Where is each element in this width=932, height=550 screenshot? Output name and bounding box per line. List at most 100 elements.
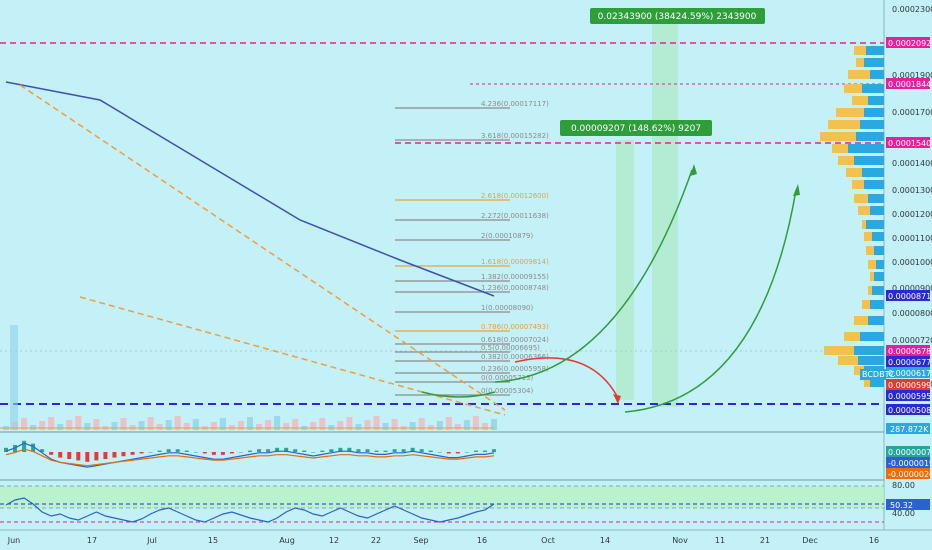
time-tick-label: 21 <box>760 536 770 545</box>
macd-histogram-bar <box>455 452 460 454</box>
volume-bar <box>174 416 181 430</box>
macd-histogram-bar <box>103 452 108 459</box>
price-tick-label: 0.00023000 <box>892 5 932 14</box>
price-badge <box>886 345 930 356</box>
volume-profile-bar-yellow <box>828 120 860 129</box>
macd-histogram-bar <box>112 452 117 458</box>
volume-bar <box>319 418 326 430</box>
price-tick-label: 0.00010000 <box>892 258 932 267</box>
time-axis: Jun 17 Jul 15 Aug 12 22 Sep 16 Oct 14 Nov 11 21 Dec 16 <box>7 536 879 545</box>
volume-badge-text: 287.872K <box>890 425 929 434</box>
volume-bar <box>310 422 317 430</box>
time-tick-label: Jun <box>7 536 21 545</box>
macd-histogram-bar <box>157 450 162 452</box>
price-badges: 0.00020922 0.00018446 0.00015402 0.00008718… <box>886 37 932 415</box>
time-tick-label: 12 <box>329 536 339 545</box>
macd-histogram-bar <box>49 452 54 455</box>
projection-zone-small <box>616 140 634 400</box>
ma-long-line <box>5 81 495 297</box>
annotation-small-gain-box <box>560 120 712 136</box>
fib-level-label: 0.236(0.00005958) <box>481 365 549 373</box>
volume-bars <box>0 325 497 430</box>
volume-bar <box>66 420 73 430</box>
macd-histogram-bar <box>284 447 289 452</box>
macd-histogram-bar <box>365 449 370 452</box>
fib-level-label: 0.382(0.00006366) <box>481 353 549 361</box>
price-tick-label: 0.00012000 <box>892 210 932 219</box>
fib-level-label: 0.618(0.00007024) <box>481 336 549 344</box>
price-tick-label: 0.00011000 <box>892 234 932 243</box>
volume-profile-bar-blue <box>870 378 884 387</box>
rsi-tick-80: 80.00 <box>892 481 915 490</box>
volume-profile-bar-blue <box>862 168 884 177</box>
macd-histogram-bar <box>374 450 379 452</box>
macd-histogram-bar <box>338 447 343 452</box>
volume-profile-bar-blue <box>862 84 884 93</box>
time-tick-label: 15 <box>208 536 218 545</box>
macd-histogram-bar <box>320 450 325 452</box>
volume-profile-bar-yellow <box>854 194 868 203</box>
time-tick-label: 17 <box>87 536 97 545</box>
rsi-band <box>0 486 884 508</box>
macd-histogram-bar <box>166 449 171 452</box>
volume-bar <box>454 424 461 430</box>
price-badge-text: 0.00005088 <box>888 406 932 415</box>
macd-badge-text: -0.00000264 <box>888 470 932 479</box>
volume-profile-bar-yellow <box>868 260 876 269</box>
macd-histogram-bar <box>4 447 8 452</box>
volume-profile-bar-blue <box>848 144 884 153</box>
volume-bar <box>48 417 55 430</box>
volume-bar <box>111 422 118 430</box>
rsi-badge-text: 50.32 <box>890 501 913 510</box>
wedge-upper-line <box>19 84 506 411</box>
macd-histogram-bar <box>40 449 45 452</box>
symbol-badge-text: BCDBTC <box>862 370 895 379</box>
volume-profile-bar-blue <box>858 356 884 365</box>
volume-bar <box>210 422 217 430</box>
macd-histogram-bar <box>220 452 225 455</box>
macd-histogram-bar <box>302 450 307 452</box>
volume-profile-bar-blue <box>868 316 884 325</box>
volume-bar <box>265 420 272 430</box>
macd-histogram-bar <box>76 452 81 461</box>
volume-bar <box>120 418 127 430</box>
time-tick-label: Oct <box>541 536 555 545</box>
volume-profile-bar-blue <box>874 272 884 281</box>
macd-histogram-bar <box>392 449 397 452</box>
price-badge-text: 0.00015402 <box>888 139 932 148</box>
macd-histogram-bar <box>257 449 262 452</box>
price-tick-label: 0.00007200 <box>892 336 932 345</box>
volume-bar <box>436 421 443 430</box>
macd-histogram-bar <box>211 452 216 455</box>
volume-bar <box>156 424 163 430</box>
volume-bar <box>138 421 145 430</box>
macd-histogram-bar <box>401 449 406 452</box>
macd-histogram-bar <box>410 447 415 452</box>
macd-badge <box>886 446 930 457</box>
volume-profile-bar-yellow <box>858 206 870 215</box>
macd-histogram-bar <box>31 443 36 452</box>
macd-histogram-bar <box>311 452 316 453</box>
volume-bar <box>445 417 452 430</box>
volume-bar <box>57 424 64 430</box>
moving-averages <box>5 81 495 297</box>
volume-bar <box>373 416 380 430</box>
volume-profile-bar-yellow <box>852 180 864 189</box>
time-tick-label: Nov <box>672 536 688 545</box>
volume-profile-bar-yellow <box>838 356 858 365</box>
volume-bar <box>256 424 263 430</box>
volume-bar <box>337 421 344 430</box>
volume-bar <box>219 418 226 430</box>
projection-arrow-green-1 <box>494 169 693 383</box>
volume-profile-bar-blue <box>866 46 884 55</box>
volume-bar <box>283 423 290 430</box>
fib-level-label: 0(0.00005304) <box>481 387 533 395</box>
annotation-large-gain-text: 0.02343900 (38424.59%) 2343900 <box>598 12 757 22</box>
fib-level-label: 3.618(0.00015282) <box>481 132 549 140</box>
volume-profile-bar-blue <box>872 232 884 241</box>
macd-histogram-bar <box>446 452 451 454</box>
macd-histogram-bar <box>184 450 189 452</box>
volume-profile-bar-yellow <box>846 168 862 177</box>
